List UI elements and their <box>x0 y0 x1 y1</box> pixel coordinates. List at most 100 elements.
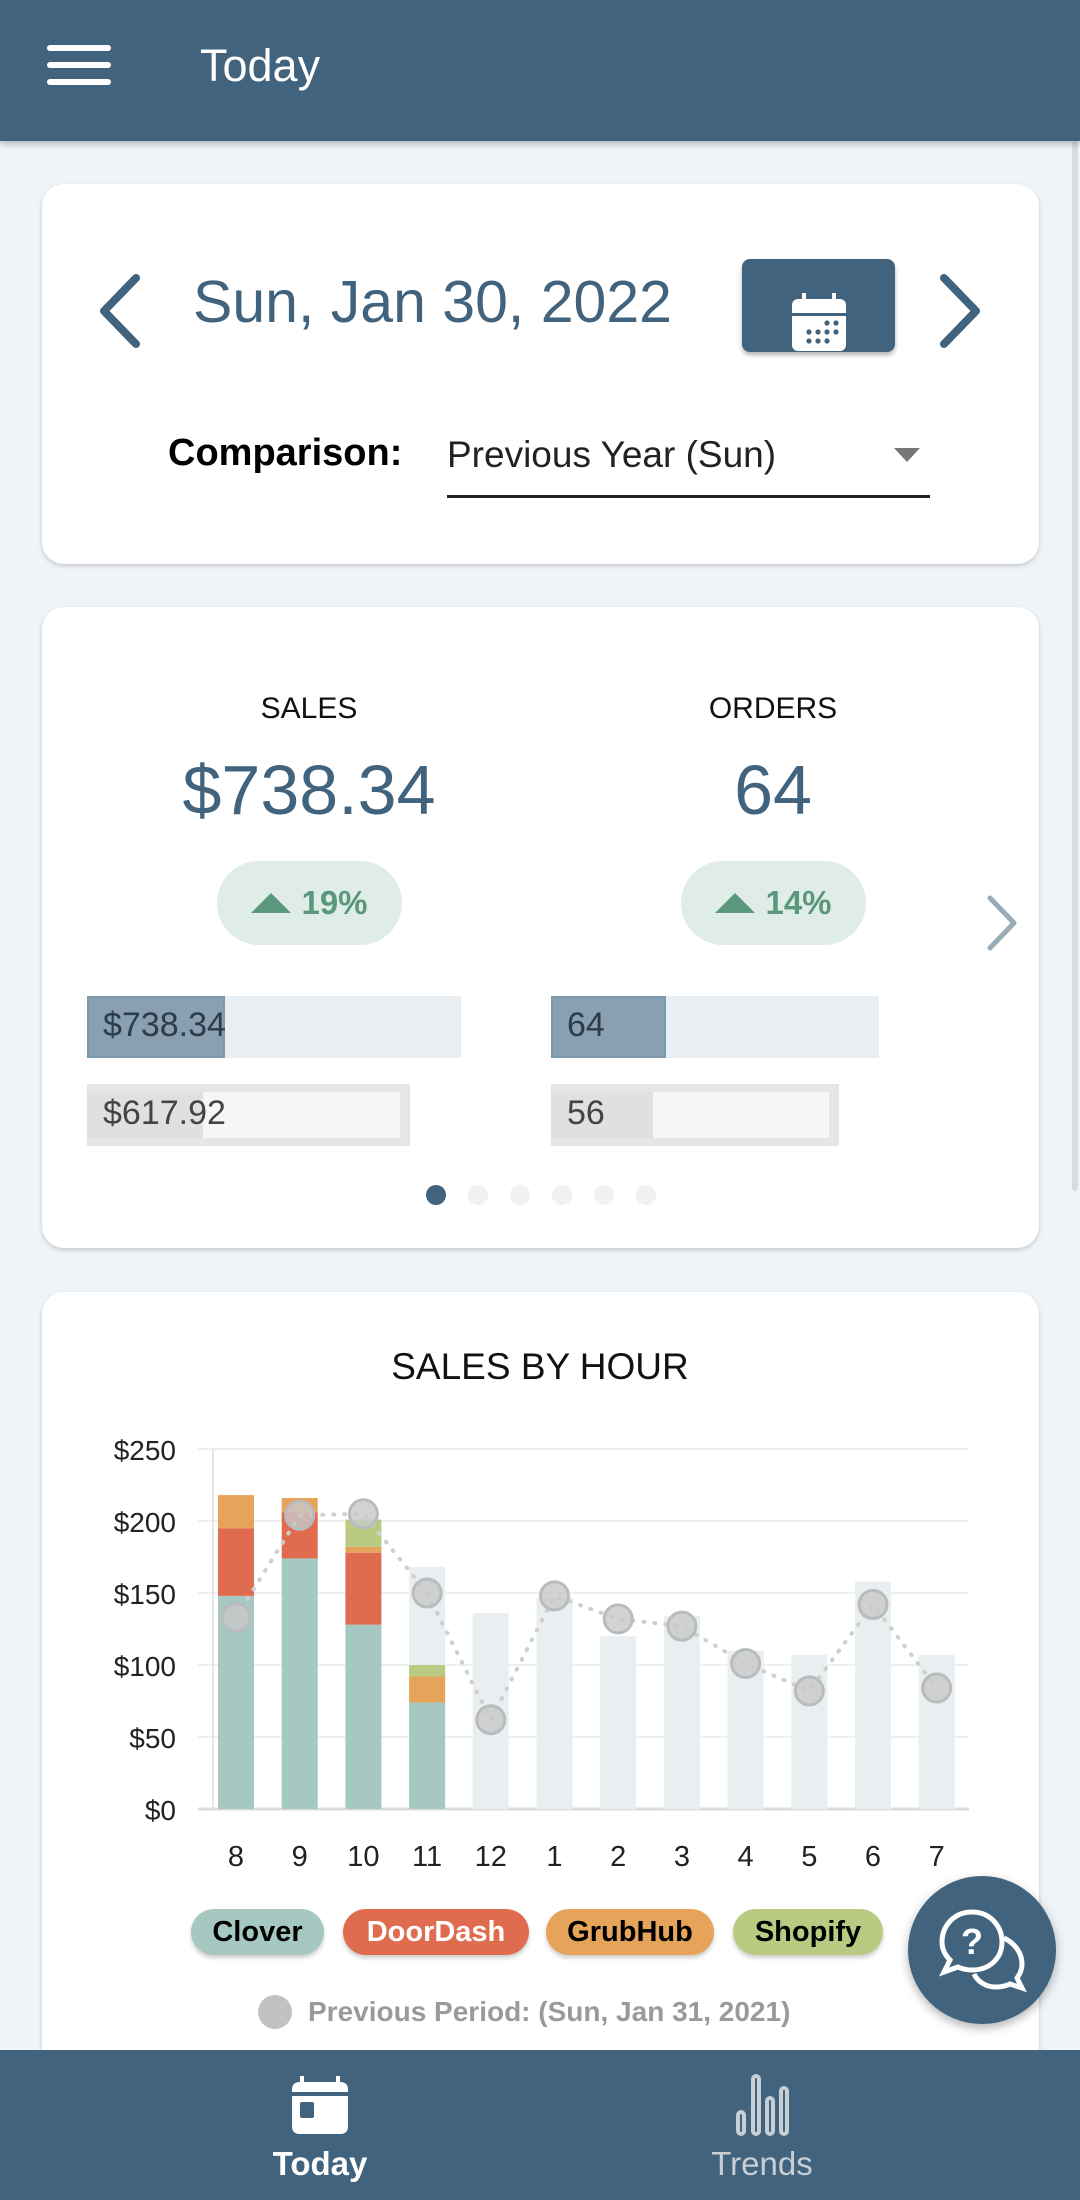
previous-bar-track <box>652 1092 829 1138</box>
y-tick-label: $200 <box>114 1507 176 1538</box>
previous-day-button[interactable] <box>96 274 146 348</box>
previous-period-line <box>234 1511 939 1725</box>
x-tick-label: 12 <box>475 1841 507 1873</box>
app-header: Today <box>0 0 1080 141</box>
previous-bar-fill <box>551 1092 653 1138</box>
x-tick-label: 10 <box>347 1841 379 1873</box>
calendar-icon <box>292 2076 348 2134</box>
legend-doordash[interactable]: DoorDash <box>343 1909 529 1955</box>
x-tick-label: 6 <box>865 1841 881 1873</box>
kpi-label: ORDERS <box>708 692 838 725</box>
bottom-nav: Today Trends <box>0 2050 1080 2200</box>
y-tick-label: $150 <box>114 1579 176 1610</box>
x-tick-label: 5 <box>801 1841 817 1873</box>
comparison-value: Previous Year (Sun) <box>447 434 777 475</box>
previous-period-point <box>666 1610 698 1642</box>
y-tick-label: $0 <box>145 1795 176 1826</box>
scrollbar[interactable] <box>1072 141 1078 1191</box>
background-bar <box>536 1597 573 1809</box>
previous-period-dot <box>258 1995 292 2029</box>
current-bar-value: $738.34 <box>103 1006 226 1044</box>
current-bar: $738.34 <box>87 996 461 1058</box>
x-tick-label: 3 <box>674 1841 690 1873</box>
previous-bar: $617.92 <box>87 1084 410 1146</box>
x-tick-label: 8 <box>228 1841 244 1873</box>
previous-period-label: Previous Period: (Sun, Jan 31, 2021) <box>308 1996 791 2027</box>
arrow-up-icon <box>251 893 292 913</box>
bar-segment-grubhub <box>409 1676 446 1703</box>
svg-text:?: ? <box>961 1921 983 1962</box>
previous-period-point <box>539 1580 570 1612</box>
current-bar-fill <box>87 996 226 1058</box>
y-tick-label: $50 <box>129 1723 176 1754</box>
nav-item-trends[interactable]: Trends <box>492 2050 1032 2200</box>
x-tick-label: 7 <box>929 1841 945 1873</box>
legend-label: GrubHub <box>567 1915 693 1948</box>
carousel-dot[interactable] <box>468 1185 488 1205</box>
previous-bar-value: 56 <box>567 1094 605 1132</box>
change-badge: 14% <box>681 861 866 945</box>
selected-date[interactable]: Sun, Jan 30, 2022 <box>193 269 672 335</box>
previous-bar-value: $617.92 <box>103 1094 226 1132</box>
y-tick-label: $250 <box>114 1435 176 1466</box>
previous-period-point <box>475 1704 507 1736</box>
nav-label-trends: Trends <box>711 2145 813 2182</box>
current-bar-value: 64 <box>567 1006 605 1044</box>
legend-shopify[interactable]: Shopify <box>733 1909 883 1955</box>
nav-label-today: Today <box>272 2145 368 2182</box>
previous-period-point <box>857 1589 889 1621</box>
nav-item-today[interactable]: Today <box>50 2050 590 2200</box>
change-percent: 14% <box>765 884 832 921</box>
y-tick-label: $100 <box>114 1651 176 1682</box>
carousel-dot[interactable] <box>510 1185 530 1205</box>
previous-period-point <box>602 1603 634 1635</box>
previous-period-point <box>921 1672 953 1704</box>
help-chat-button[interactable]: ? <box>908 1876 1056 2024</box>
arrow-up-icon <box>715 893 756 913</box>
bar-segment-doordash <box>218 1528 254 1596</box>
comparison-label: Comparison: <box>168 432 403 474</box>
carousel-dot[interactable] <box>594 1185 614 1205</box>
calendar-button[interactable] <box>742 259 895 352</box>
x-tick-label: 9 <box>292 1841 308 1873</box>
previous-period-point <box>284 1499 316 1531</box>
x-tick-label: 4 <box>738 1841 754 1873</box>
previous-period-point <box>411 1577 443 1609</box>
legend-label: Clover <box>212 1915 303 1948</box>
bar-segment-doordash <box>345 1552 382 1625</box>
legend-grubhub[interactable]: GrubHub <box>546 1909 714 1955</box>
background-bar <box>663 1616 700 1809</box>
hamburger-icon[interactable] <box>47 45 111 85</box>
carousel-dot[interactable] <box>636 1185 656 1205</box>
change-percent: 19% <box>301 884 368 921</box>
help-chat-icon: ? <box>938 1909 1027 1993</box>
kpi-value: 64 <box>734 751 812 829</box>
previous-period-point <box>220 1601 252 1633</box>
legend-label: Shopify <box>754 1915 862 1948</box>
bar-segment-shopify <box>409 1665 446 1677</box>
date-card <box>42 184 1039 564</box>
bar-segment-grubhub <box>218 1495 254 1529</box>
previous-period-point <box>347 1498 379 1530</box>
carousel-dot[interactable] <box>552 1185 572 1205</box>
next-kpi-button[interactable] <box>984 894 1020 952</box>
x-tick-label: 1 <box>546 1841 562 1873</box>
previous-period-point <box>793 1675 825 1707</box>
kpi-label: SALES <box>260 692 358 725</box>
bar-segment-clover <box>409 1702 446 1809</box>
next-day-button[interactable] <box>934 274 984 348</box>
previous-bar: 56 <box>551 1084 839 1146</box>
bar-chart-icon <box>736 2074 789 2136</box>
calendar-icon <box>792 293 846 351</box>
page-title: Today <box>200 40 321 91</box>
previous-period-point <box>730 1648 762 1680</box>
carousel-dot[interactable] <box>426 1185 446 1205</box>
comparison-select[interactable]: Previous Year (Sun) <box>447 430 930 498</box>
legend-clover[interactable]: Clover <box>191 1909 324 1955</box>
kpi-value: $738.34 <box>182 751 436 829</box>
bar-segment-clover <box>345 1624 382 1809</box>
x-tick-label: 11 <box>412 1841 442 1873</box>
previous-bar-track <box>202 1092 400 1138</box>
previous-bar-fill <box>87 1092 203 1138</box>
